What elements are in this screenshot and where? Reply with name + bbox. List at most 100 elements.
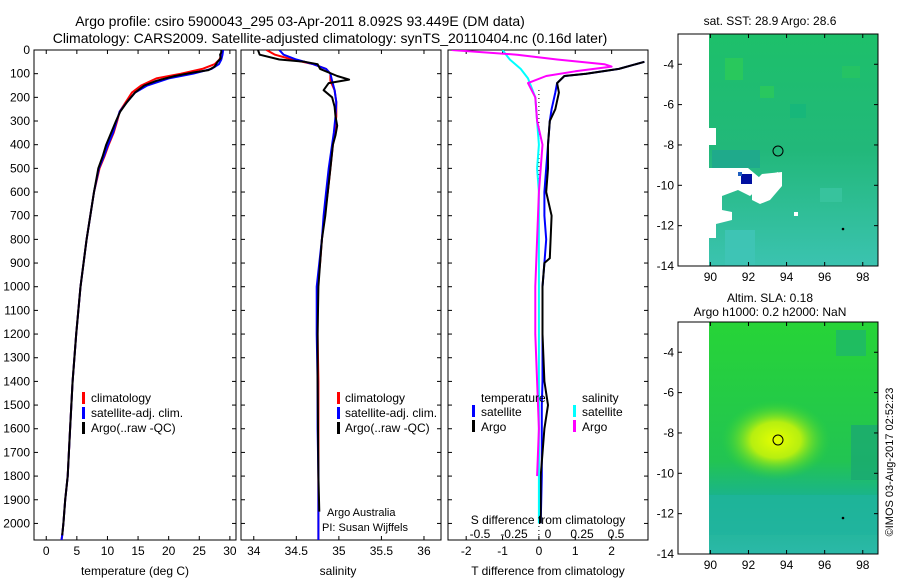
sla-high-anomaly [721, 400, 831, 480]
legend-swatch-satellite [337, 407, 340, 419]
y-tick-label: 800 [10, 232, 30, 246]
sst-cold-pixel [741, 174, 752, 184]
sst-patch [820, 188, 842, 202]
s-diff-tick-label: -0.25 [500, 527, 528, 541]
x-tick-label: 25 [193, 544, 207, 558]
difference-legend: temperature salinity satellite Argo sate… [472, 391, 623, 434]
series-line [61, 50, 223, 536]
annotation-line2: PI: Susan Wijffels [322, 522, 408, 534]
argo-track-dot [841, 227, 845, 231]
legend-swatch-t-satellite [472, 405, 475, 417]
y-tick-label: 1000 [3, 280, 30, 294]
map-x-tick-label: 94 [780, 270, 794, 284]
map-x-tick-label: 96 [818, 270, 832, 284]
legend-label-t-satellite: satellite [481, 405, 522, 419]
temperature-panel: 0 5 10 15 20 25 300100200300400500600700800900… [3, 43, 237, 578]
legend-label-s-argo: Argo [582, 420, 608, 434]
legend-label-argo: Argo(..raw -QC) [345, 421, 430, 435]
y-tick-label: 1400 [3, 374, 30, 388]
x-tick-label: 34 [247, 544, 261, 558]
x-tick-label: 20 [162, 544, 176, 558]
map-y-tick-label: -14 [657, 259, 675, 273]
argo-float-marker [772, 434, 784, 446]
y-tick-label: 0 [23, 43, 30, 57]
sst-patch [725, 230, 755, 266]
map-x-tick-label: 92 [742, 558, 756, 572]
temperature-xlabel: temperature (deg C) [81, 564, 189, 578]
y-tick-label: 700 [10, 209, 30, 223]
s-diff-tick-label: 0 [545, 527, 552, 541]
series-line [451, 50, 613, 477]
s-diff-tick-label: 0.5 [608, 527, 625, 541]
map-y-tick-label: -6 [663, 98, 674, 112]
map-y-tick-label: -8 [663, 138, 674, 152]
legend-title-salinity: salinity [582, 391, 619, 405]
x-tick-label: 15 [131, 544, 145, 558]
map-y-tick-label: -6 [663, 386, 674, 400]
legend-label-t-argo: Argo [481, 420, 507, 434]
map-x-tick-label: 98 [856, 558, 870, 572]
y-tick-label: 600 [10, 185, 30, 199]
timestamp: ©IMOS 03-Aug-2017 02:52:23 [884, 388, 896, 537]
figure-title-line1: Argo profile: csiro 5900043_295 03-Apr-2… [75, 13, 525, 29]
temperature-axes-box [33, 49, 237, 541]
map-x-tick-label: 92 [742, 270, 756, 284]
x-tick-label: 2 [608, 544, 615, 558]
sst-patch [760, 86, 774, 98]
s-difference-label: S difference from climatology [471, 513, 626, 527]
x-tick-label: 36 [417, 544, 431, 558]
salinity-panel: 34 34.5 35 35.5 36 climatology satellite-adj… [240, 49, 442, 578]
figure-title-line2: Climatology: CARS2009. Satellite-adjuste… [53, 30, 608, 46]
sst-map-axis: 90 92 94 96 98 -4 -6 -8 -10 -12 -14 [657, 34, 878, 284]
y-tick-label: 400 [10, 138, 30, 152]
sla-patch [836, 330, 866, 356]
sla-map-border [677, 321, 879, 555]
x-tick-label: 34.5 [285, 544, 309, 558]
sla-map-panel: Altim. SLA: 0.18 Argo h1000: 0.2 h2000: … [657, 291, 879, 572]
y-tick-label: 1200 [3, 327, 30, 341]
s-diff-tick-label: -0.5 [470, 527, 491, 541]
x-tick-label: 10 [101, 544, 115, 558]
map-y-tick-label: -8 [663, 426, 674, 440]
temperature-lines [60, 50, 225, 540]
legend-swatch-argo [82, 422, 85, 434]
sla-map-title: Altim. SLA: 0.18 [727, 291, 813, 305]
x-tick-label: 35 [332, 544, 346, 558]
x-tick-label: -2 [461, 544, 472, 558]
sst-map-panel: sat. SST: 28.9 Argo: 28.6 90 92 94 96 98 -4 -6… [657, 14, 879, 284]
sst-field [709, 34, 878, 266]
y-tick-label: 100 [10, 67, 30, 81]
x-tick-label: -1 [497, 544, 508, 558]
difference-lines [451, 50, 645, 524]
argo-float-marker [772, 145, 784, 157]
y-tick-label: 1900 [3, 493, 30, 507]
map-y-tick-label: -4 [663, 57, 674, 71]
legend-label-climatology: climatology [91, 391, 151, 405]
difference-axes-box [447, 49, 649, 541]
s-diff-tick-label: 0.25 [570, 527, 594, 541]
sst-map-title: sat. SST: 28.9 Argo: 28.6 [704, 14, 837, 28]
y-tick-label: 900 [10, 256, 30, 270]
legend-swatch-s-argo [573, 420, 576, 432]
y-tick-label: 1100 [4, 303, 30, 317]
x-tick-label: 5 [74, 544, 81, 558]
sst-map-border [677, 33, 879, 267]
salinity-lines [257, 50, 351, 540]
y-tick-label: 300 [10, 114, 30, 128]
map-x-tick-label: 96 [818, 558, 832, 572]
legend-swatch-t-argo [472, 420, 475, 432]
legend-swatch-s-satellite [573, 405, 576, 417]
x-tick-label: 1 [572, 544, 579, 558]
legend-swatch-satellite [82, 407, 85, 419]
map-x-tick-label: 98 [856, 270, 870, 284]
y-tick-label: 1300 [3, 351, 30, 365]
t-difference-xlabel: T difference from climatology [471, 564, 625, 578]
legend-swatch-climatology [337, 392, 340, 404]
map-x-tick-label: 90 [704, 558, 718, 572]
temperature-legend: climatology satellite-adj. clim. Argo(..… [82, 391, 183, 435]
sst-cold-pixel [738, 172, 742, 176]
argo-track-dot [841, 516, 845, 520]
salinity-axes-box [240, 49, 442, 541]
legend-label-climatology: climatology [345, 391, 405, 405]
